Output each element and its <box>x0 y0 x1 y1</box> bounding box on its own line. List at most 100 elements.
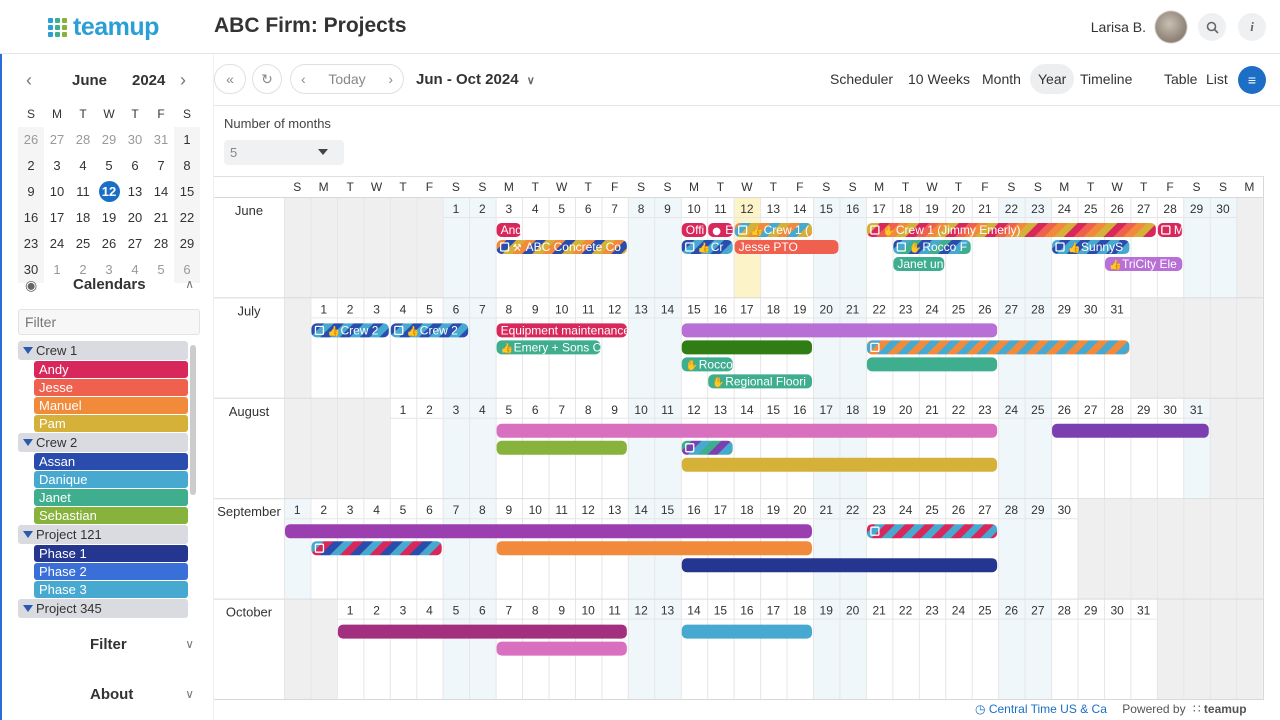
view-table[interactable]: Table <box>1164 71 1198 87</box>
calendar-group[interactable]: Project 121 <box>18 525 188 544</box>
event-bar[interactable]: M <box>1157 223 1184 237</box>
event-bar[interactable] <box>681 457 998 472</box>
teamup-logo[interactable]: teamup <box>48 13 159 41</box>
day-cell[interactable] <box>1209 298 1237 399</box>
calendar-item[interactable]: Manuel <box>34 397 188 414</box>
eye-icon[interactable]: ◉ <box>25 277 38 293</box>
day-cell[interactable] <box>336 298 364 399</box>
mini-calendar-day[interactable]: 11 <box>76 184 90 199</box>
mini-calendar-day[interactable]: 15 <box>174 179 200 205</box>
day-cell[interactable] <box>389 298 417 399</box>
collapse-sidebar-button[interactable]: « <box>214 64 246 94</box>
mini-calendar-day[interactable]: 4 <box>131 262 139 277</box>
mini-calendar-year[interactable]: 2024 <box>132 72 166 89</box>
day-cell[interactable] <box>654 298 681 399</box>
day-cell[interactable] <box>786 599 813 700</box>
day-cell[interactable] <box>284 599 311 700</box>
day-cell[interactable] <box>416 198 443 299</box>
day-cell[interactable] <box>839 298 866 399</box>
day-cell[interactable] <box>1103 499 1131 600</box>
mini-calendar-day[interactable]: 31 <box>153 132 169 147</box>
event-bar[interactable]: ✋ Regional Floori <box>708 374 812 389</box>
day-cell[interactable] <box>442 198 470 299</box>
day-cell[interactable] <box>813 298 840 399</box>
mini-calendar-day[interactable]: 2 <box>18 153 44 179</box>
day-cell[interactable] <box>1103 398 1131 500</box>
day-cell[interactable] <box>389 599 417 700</box>
mini-calendar-day[interactable]: 5 <box>105 158 113 173</box>
event-bar[interactable] <box>681 323 998 338</box>
mini-calendar-day[interactable]: 1 <box>53 262 61 277</box>
day-cell[interactable] <box>601 298 628 399</box>
day-cell[interactable] <box>416 398 443 500</box>
day-cell[interactable] <box>1130 198 1157 299</box>
day-cell[interactable] <box>284 298 311 399</box>
event-bar[interactable] <box>496 423 998 438</box>
day-cell[interactable] <box>1077 499 1104 600</box>
day-cell[interactable] <box>998 599 1025 700</box>
day-cell[interactable] <box>971 198 999 299</box>
event-bar[interactable] <box>866 340 1130 355</box>
day-cell[interactable] <box>998 198 1025 299</box>
day-cell[interactable] <box>363 198 390 299</box>
mini-calendar-day[interactable]: 29 <box>101 132 117 147</box>
day-cell[interactable] <box>998 499 1025 600</box>
mini-calendar-day[interactable]: 3 <box>105 262 113 277</box>
day-cell[interactable] <box>918 398 946 500</box>
mini-calendar-day[interactable]: 4 <box>79 158 87 173</box>
day-cell[interactable] <box>1130 298 1157 399</box>
day-cell[interactable] <box>1236 198 1263 299</box>
day-cell[interactable] <box>284 198 311 299</box>
view-timeline[interactable]: Timeline <box>1080 71 1133 87</box>
view-scheduler[interactable]: Scheduler <box>830 71 894 87</box>
mini-calendar-day[interactable]: 7 <box>157 158 165 173</box>
event-bar[interactable]: 👍 SunnyS <box>1052 240 1130 254</box>
day-cell[interactable] <box>1156 298 1184 399</box>
day-cell[interactable] <box>945 599 972 700</box>
event-bar[interactable] <box>681 340 812 355</box>
mini-calendar-day[interactable]: 6 <box>174 257 200 283</box>
day-cell[interactable] <box>310 298 337 399</box>
calendar-item[interactable]: Assan <box>34 453 188 470</box>
day-cell[interactable] <box>1183 298 1210 399</box>
mini-calendar-day[interactable]: 29 <box>174 231 200 257</box>
day-cell[interactable] <box>1024 398 1052 500</box>
mini-calendar-day[interactable]: 24 <box>49 236 65 251</box>
mini-calendar-day[interactable]: 27 <box>49 132 65 147</box>
mini-calendar-day[interactable]: 12 <box>96 179 122 205</box>
day-cell[interactable] <box>733 398 761 500</box>
day-cell[interactable] <box>918 599 946 700</box>
day-cell[interactable] <box>469 398 496 500</box>
mini-calendar-day[interactable]: 19 <box>101 210 117 225</box>
mini-calendar-day[interactable]: 26 <box>101 236 117 251</box>
view-list[interactable]: List <box>1206 71 1228 87</box>
calendar-item[interactable]: Danique <box>34 471 188 488</box>
day-cell[interactable] <box>1236 499 1263 600</box>
calendar-item[interactable]: Jesse <box>34 379 188 396</box>
day-cell[interactable] <box>1051 499 1078 600</box>
calendar-item[interactable]: Phase 3 <box>34 581 188 598</box>
day-cell[interactable] <box>627 398 655 500</box>
calendar-group[interactable]: Crew 2 <box>18 433 188 452</box>
day-cell[interactable] <box>1024 198 1052 299</box>
day-cell[interactable] <box>654 599 681 700</box>
day-cell[interactable] <box>945 398 972 500</box>
next-month-icon[interactable]: › <box>180 70 186 90</box>
day-cell[interactable] <box>1209 599 1237 700</box>
day-cell[interactable] <box>918 499 946 600</box>
calendar-group[interactable]: Crew 1 <box>18 341 188 360</box>
refresh-button[interactable]: ↻ <box>252 64 282 94</box>
day-cell[interactable] <box>363 298 390 399</box>
day-cell[interactable] <box>627 298 655 399</box>
day-cell[interactable] <box>1236 599 1263 700</box>
event-bar[interactable]: Andy <box>496 223 528 237</box>
about-section[interactable]: About ∨ <box>18 684 200 706</box>
day-cell[interactable] <box>469 599 496 700</box>
day-cell[interactable] <box>442 398 470 500</box>
prev-range-icon[interactable]: ‹ <box>301 71 306 87</box>
day-cell[interactable] <box>1130 499 1157 600</box>
day-cell[interactable] <box>389 198 417 299</box>
day-cell[interactable] <box>1209 398 1237 500</box>
day-cell[interactable] <box>363 599 390 700</box>
day-cell[interactable] <box>336 398 364 500</box>
